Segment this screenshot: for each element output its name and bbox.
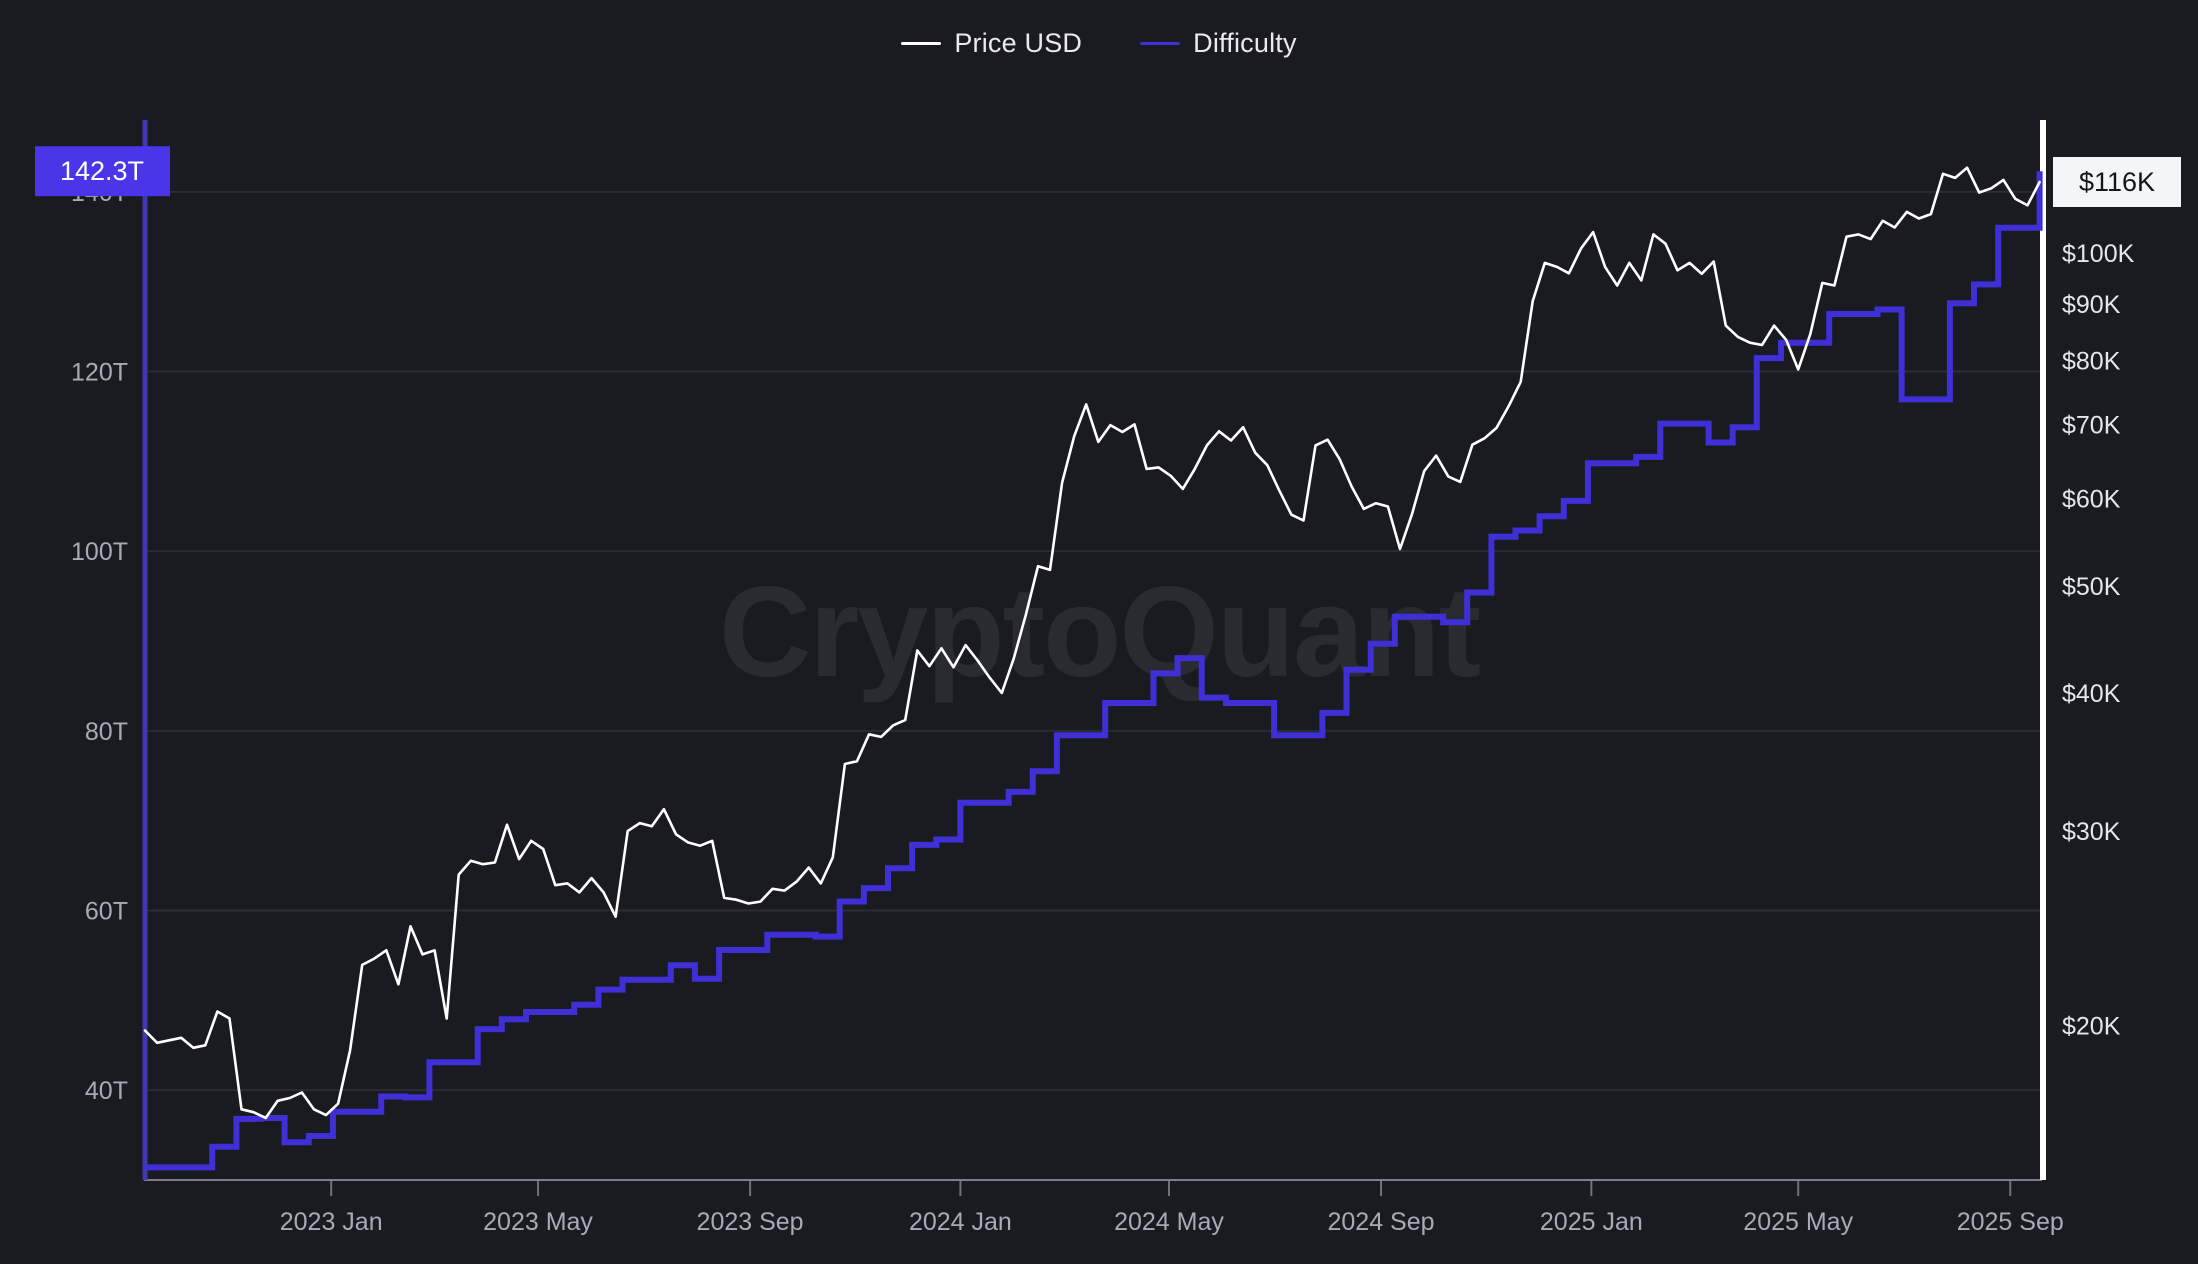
x-tick-marks-group bbox=[330, 1180, 2012, 1196]
left-badge-label: 142.3T bbox=[60, 156, 144, 186]
right-tick-label-8: $20K bbox=[2062, 1013, 2121, 1041]
x-tick-label-0: 2023 Jan bbox=[280, 1208, 383, 1236]
right-tick-label-2: $80K bbox=[2062, 347, 2121, 375]
right-tick-label-1: $90K bbox=[2062, 291, 2121, 319]
right-tick-label-7: $30K bbox=[2062, 818, 2121, 846]
x-tick-label-3: 2024 Jan bbox=[909, 1208, 1012, 1236]
gridlines-group bbox=[145, 190, 2043, 1092]
x-tick-label-6: 2025 Jan bbox=[1540, 1208, 1643, 1236]
right-tick-label-0: $100K bbox=[2062, 240, 2135, 268]
x-tick-label-4: 2024 May bbox=[1114, 1208, 1224, 1236]
x-axis-tick-labels: 2023 Jan 2023 May 2023 Sep 2024 Jan 2024 May… bbox=[280, 1208, 2064, 1236]
left-axis-tick-labels: 140T120T100T80T60T40T bbox=[71, 179, 128, 1105]
price-line bbox=[143, 166, 2041, 1120]
right-axis-value-badge: $116K bbox=[2053, 157, 2181, 207]
x-tick-label-8: 2025 Sep bbox=[1957, 1208, 2064, 1236]
x-tick-label-1: 2023 May bbox=[483, 1208, 593, 1236]
left-axis-value-badge: 142.3T bbox=[35, 146, 170, 197]
difficulty-line bbox=[145, 171, 2043, 1171]
right-tick-label-3: $70K bbox=[2062, 411, 2121, 439]
x-tick-label-7: 2025 May bbox=[1743, 1208, 1853, 1236]
right-badge-label: $116K bbox=[2079, 167, 2155, 197]
right-tick-label-4: $60K bbox=[2062, 485, 2121, 513]
right-axis-tick-labels: $100K $90K $80K $70K $60K $50K $40K $30K $20K bbox=[2062, 240, 2135, 1040]
left-tick-label-2: 100T bbox=[71, 538, 128, 566]
left-tick-label-3: 80T bbox=[85, 718, 128, 746]
left-tick-label-1: 120T bbox=[71, 359, 128, 387]
x-tick-label-2: 2023 Sep bbox=[697, 1208, 804, 1236]
right-tick-label-6: $40K bbox=[2062, 680, 2121, 708]
left-tick-label-5: 40T bbox=[85, 1077, 128, 1105]
x-tick-label-5: 2024 Sep bbox=[1328, 1208, 1435, 1236]
left-tick-label-4: 60T bbox=[85, 898, 128, 926]
right-tick-label-5: $50K bbox=[2062, 573, 2121, 601]
